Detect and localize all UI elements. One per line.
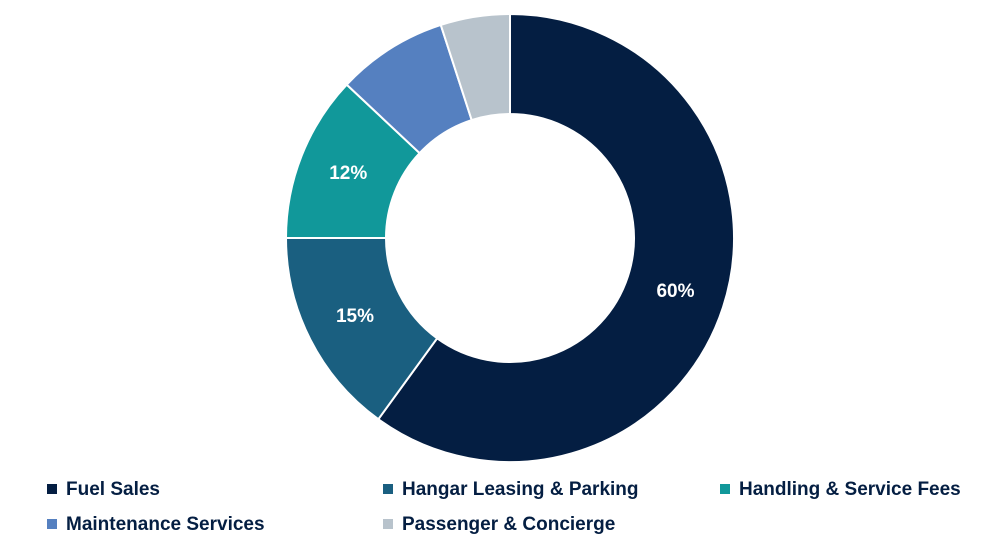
data-label: 12% (329, 163, 367, 184)
data-label: 15% (336, 306, 374, 327)
legend-marker (383, 484, 393, 494)
legend-label: Passenger & Concierge (402, 514, 615, 535)
donut-slice (439, 12, 511, 122)
legend-label: Fuel Sales (66, 479, 160, 500)
legend-marker (47, 519, 57, 529)
legend-marker (720, 484, 730, 494)
legend-marker (47, 484, 57, 494)
legend-marker (383, 519, 393, 529)
legend-label: Handling & Service Fees (739, 479, 961, 500)
legend-label: Hangar Leasing & Parking (402, 479, 639, 500)
data-label: 60% (656, 281, 694, 302)
legend-label: Maintenance Services (66, 514, 265, 535)
donut-slice (376, 12, 735, 463)
